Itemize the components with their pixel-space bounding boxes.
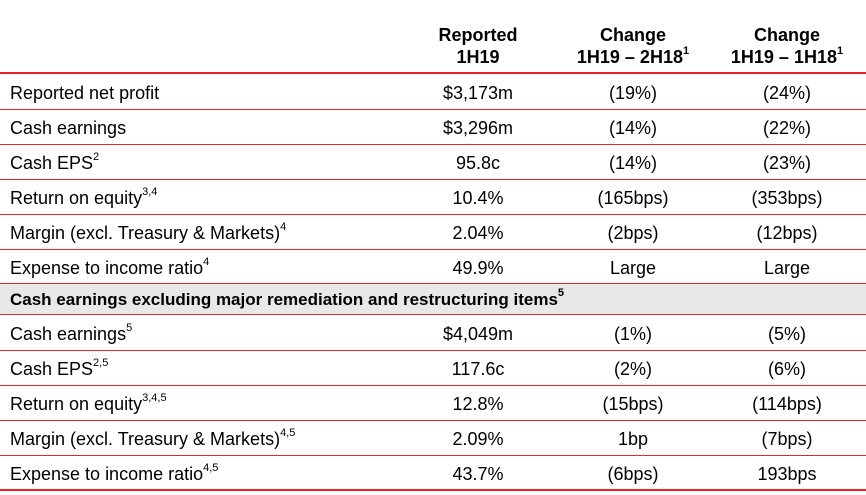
row-label: Cash EPS2 [10, 145, 99, 179]
row-value-v1: 2.04% [452, 223, 504, 243]
row-footnote: 5 [126, 322, 133, 334]
row-label: Expense to income ratio4 [10, 250, 209, 284]
section-title: Cash earnings excluding major remediatio… [10, 290, 558, 309]
section-header: Cash earnings excluding major remediatio… [0, 284, 866, 315]
row-label: Cash earnings [10, 110, 126, 144]
row-label-text: Return on equity [10, 394, 143, 414]
table-row: Return on equity3,4 10.4% (165bps) (353bps) [0, 180, 866, 215]
header-col3-line2: 1H19 – 1H18 [730, 47, 837, 67]
row-value-v1: 49.9% [452, 258, 504, 278]
row-value-v3: Large [763, 258, 811, 278]
row-label: Return on equity3,4 [10, 180, 157, 214]
row-value-v2: (1%) [613, 324, 652, 344]
row-label: Reported net profit [10, 75, 159, 109]
header-col2-footnote: 1 [682, 45, 690, 57]
row-label: Margin (excl. Treasury & Markets)4,5 [10, 421, 295, 455]
row-value-v2: (15bps) [602, 394, 664, 414]
header-col3-line2-wrap: 1H19 – 1H181 [708, 46, 866, 68]
row-value-v1: 117.6c [451, 359, 505, 379]
row-value-v2: (6bps) [607, 464, 659, 484]
header-col2-line2: 1H19 – 2H18 [576, 47, 683, 67]
row-value-v1: $3,173m [442, 83, 514, 103]
row-value-v2: (165bps) [597, 188, 669, 208]
table-row: Cash EPS2,5 117.6c (2%) (6%) [0, 351, 866, 386]
row-label-text: Cash earnings [10, 118, 127, 138]
row-value-v1: 95.8c [455, 153, 501, 173]
section-title-wrap: Cash earnings excluding major remediatio… [10, 284, 564, 316]
row-label-text: Margin (excl. Treasury & Markets) [10, 429, 281, 449]
row-label-text: Cash EPS [10, 359, 94, 379]
table-row: Reported net profit $3,173m (19%) (24%) [0, 75, 866, 110]
header-col2-line1: Change [599, 25, 666, 45]
row-label: Margin (excl. Treasury & Markets)4 [10, 215, 286, 249]
table-row: Cash earnings $3,296m (14%) (22%) [0, 110, 866, 145]
row-value-v3: (5%) [767, 324, 806, 344]
row-footnote: 4 [203, 256, 210, 268]
row-label-text: Reported net profit [10, 83, 160, 103]
row-value-v3: (114bps) [752, 394, 822, 414]
header-change-vs-2h18: Change 1H19 – 2H181 [558, 24, 708, 68]
table-row: Expense to income ratio4,5 43.7% (6bps) 193… [0, 456, 866, 491]
row-label-text: Cash earnings [10, 324, 127, 344]
row-value-v1: $3,296m [442, 118, 514, 138]
row-value-v3: (23%) [762, 153, 811, 173]
table-row: Cash EPS2 95.8c (14%) (23%) [0, 145, 866, 180]
table-row: Return on equity3,4,5 12.8% (15bps) (114bps… [0, 386, 866, 421]
row-value-v3: 193bps [757, 464, 817, 484]
row-footnote: 4 [280, 221, 287, 233]
row-value-v2: (14%) [608, 153, 657, 173]
header-col3-footnote: 1 [836, 45, 844, 57]
header-col1-line2: 1H19 [456, 47, 500, 67]
row-footnote: 4,5 [203, 462, 219, 474]
row-value-v3: (7bps) [761, 429, 813, 449]
row-value-v2: (19%) [608, 83, 657, 103]
row-label-text: Expense to income ratio [10, 464, 204, 484]
header-reported-1h19: Reported 1H19 [398, 24, 558, 68]
header-col3-line1: Change [753, 25, 820, 45]
row-value-v3: (6%) [767, 359, 806, 379]
row-value-v3: (24%) [762, 83, 811, 103]
row-footnote: 2,5 [93, 357, 109, 369]
row-value-v2: (2%) [613, 359, 652, 379]
row-footnote: 3,4,5 [142, 392, 167, 404]
row-footnote: 3,4 [142, 186, 158, 198]
row-value-v3: (22%) [762, 118, 811, 138]
row-footnote: 4,5 [280, 427, 296, 439]
row-value-v2: (2bps) [607, 223, 659, 243]
row-value-v1: 10.4% [452, 188, 504, 208]
row-label-text: Expense to income ratio [10, 258, 204, 278]
row-value-v1: 12.8% [452, 394, 504, 414]
row-label-text: Return on equity [10, 188, 143, 208]
row-label: Expense to income ratio4,5 [10, 456, 218, 490]
table-row: Margin (excl. Treasury & Markets)4 2.04% (… [0, 215, 866, 250]
row-value-v2: 1bp [617, 429, 649, 449]
row-footnote: 2 [93, 151, 100, 163]
row-value-v2: Large [609, 258, 657, 278]
row-label: Cash earnings5 [10, 316, 132, 350]
section-title-footnote: 5 [557, 287, 565, 300]
row-value-v2: (14%) [608, 118, 657, 138]
table-header: Reported 1H19 Change 1H19 – 2H181 Change… [0, 0, 866, 74]
table-row: Margin (excl. Treasury & Markets)4,5 2.09… [0, 421, 866, 456]
row-value-v1: 2.09% [452, 429, 504, 449]
row-label-text: Cash EPS [10, 153, 94, 173]
row-label: Cash EPS2,5 [10, 351, 108, 385]
row-value-v1: 43.7% [452, 464, 504, 484]
row-value-v3: (353bps) [751, 188, 823, 208]
header-col1-line1: Reported [438, 25, 518, 45]
row-value-v1: $4,049m [442, 324, 514, 344]
row-value-v3: (12bps) [756, 223, 818, 243]
table-row: Expense to income ratio4 49.9% Large Large [0, 250, 866, 285]
row-label-text: Margin (excl. Treasury & Markets) [10, 223, 281, 243]
header-col2-line2-wrap: 1H19 – 2H181 [558, 46, 708, 68]
header-change-vs-1h18: Change 1H19 – 1H181 [708, 24, 866, 68]
table-row: Cash earnings5 $4,049m (1%) (5%) [0, 316, 866, 351]
row-label: Return on equity3,4,5 [10, 386, 167, 420]
